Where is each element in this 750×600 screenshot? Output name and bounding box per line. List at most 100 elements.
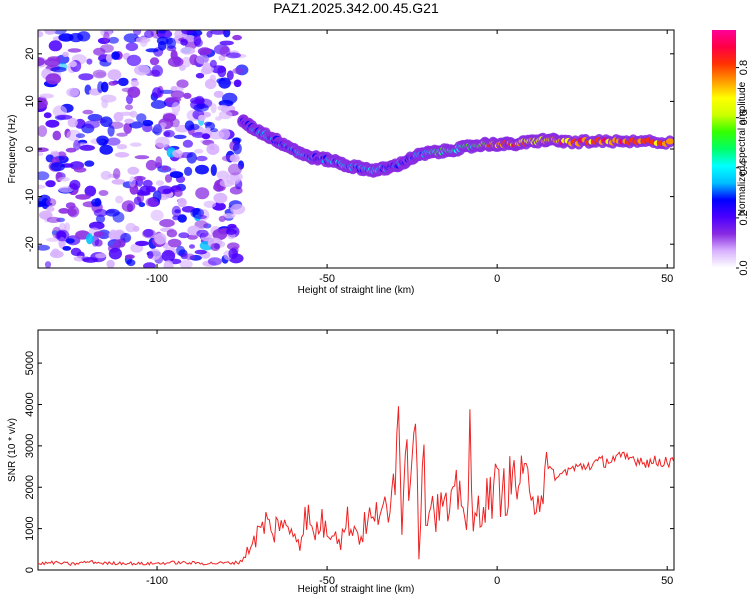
noise-blob xyxy=(233,79,242,88)
snr-content xyxy=(38,406,674,566)
noise-blob xyxy=(170,85,178,92)
noise-blob xyxy=(145,159,157,171)
noise-blob xyxy=(114,152,130,158)
noise-blob xyxy=(46,198,57,207)
noise-blob xyxy=(62,246,72,251)
noise-blob xyxy=(194,249,207,255)
noise-blob xyxy=(124,118,134,124)
noise-blob xyxy=(189,244,195,249)
noise-blob xyxy=(73,167,87,173)
noise-blob xyxy=(219,40,234,46)
noise-blob xyxy=(179,259,193,268)
colorbar-tick-label: 0.6 xyxy=(738,110,750,125)
x-tick-label: 0 xyxy=(494,575,500,587)
noise-blob xyxy=(164,174,173,183)
noise-blob xyxy=(218,215,226,222)
noise-blob xyxy=(155,180,164,186)
noise-blob xyxy=(156,36,169,45)
noise-blob xyxy=(189,54,199,66)
noise-blob xyxy=(46,206,55,212)
noise-blob xyxy=(86,58,93,65)
noise-blob xyxy=(207,257,222,266)
noise-blob xyxy=(38,30,44,38)
noise-blob xyxy=(112,188,123,196)
noise-blob xyxy=(213,90,224,98)
noise-blob xyxy=(39,93,54,99)
noise-blob xyxy=(56,114,73,120)
noise-blob xyxy=(78,73,94,81)
noise-blob xyxy=(227,242,240,250)
noise-blob xyxy=(159,219,175,228)
noise-blob xyxy=(210,30,226,35)
noise-blob xyxy=(100,116,113,127)
y-tick-label: 0 xyxy=(24,146,36,152)
noise-blob xyxy=(193,103,209,112)
noise-blob xyxy=(82,109,94,115)
noise-blob xyxy=(112,211,125,223)
noise-blob xyxy=(187,234,198,240)
figure-title: PAZ1.2025.342.00.45.G21 xyxy=(273,0,439,16)
x-tick-label: -50 xyxy=(319,273,335,285)
noise-blob xyxy=(67,48,82,53)
noise-blob xyxy=(193,34,202,46)
y-tick-label: 2000 xyxy=(24,475,36,499)
noise-blob xyxy=(129,121,144,129)
noise-blob xyxy=(150,209,164,221)
noise-blob xyxy=(176,79,189,89)
noise-blob xyxy=(143,262,156,268)
noise-blob xyxy=(125,104,133,110)
noise-blob xyxy=(178,232,190,239)
noise-blob xyxy=(38,147,49,152)
noise-blob xyxy=(210,164,217,177)
noise-blob xyxy=(67,208,77,217)
noise-blob xyxy=(198,114,206,122)
noise-blob xyxy=(159,89,174,94)
noise-blob xyxy=(58,208,70,214)
noise-blob xyxy=(172,149,183,158)
snr-x-label: Height of straight line (km) xyxy=(298,584,415,595)
snr-line xyxy=(38,406,674,566)
noise-blob xyxy=(174,189,183,197)
noise-blob xyxy=(196,229,209,238)
noise-blob xyxy=(106,259,115,268)
noise-blob xyxy=(169,171,184,179)
y-tick-label: 0 xyxy=(24,567,36,573)
snr-frame xyxy=(37,329,675,571)
y-tick-label: 1000 xyxy=(24,516,36,540)
noise-blob xyxy=(206,143,220,155)
noise-blob xyxy=(137,191,151,196)
noise-blob xyxy=(69,61,77,68)
noise-blob xyxy=(204,121,212,127)
noise-blob xyxy=(144,30,154,38)
noise-blob xyxy=(125,42,139,52)
noise-blob xyxy=(116,144,128,150)
spectrogram-x-ticks: -100 -50 0 50 xyxy=(146,30,673,285)
noise-blob xyxy=(134,155,150,160)
noise-blob xyxy=(152,87,162,99)
noise-blob xyxy=(217,104,229,111)
noise-blob xyxy=(154,233,167,245)
noise-blob xyxy=(91,234,100,247)
noise-blob xyxy=(179,64,186,71)
noise-blob xyxy=(171,102,181,114)
noise-blob xyxy=(45,73,62,85)
noise-blob xyxy=(134,64,150,76)
noise-blob xyxy=(143,228,154,238)
noise-blob xyxy=(93,208,108,217)
noise-blob xyxy=(195,72,205,79)
noise-blob xyxy=(130,79,140,87)
noise-blob xyxy=(181,56,192,68)
noise-blob xyxy=(67,117,78,128)
noise-blob xyxy=(163,129,175,138)
noise-blob xyxy=(45,119,60,128)
noise-blob xyxy=(197,47,212,56)
noise-blob xyxy=(155,136,170,148)
noise-blob xyxy=(82,257,99,263)
x-tick-label: 50 xyxy=(661,575,673,587)
noise-blob xyxy=(212,228,228,241)
noise-blob xyxy=(141,84,152,97)
y-tick-label: -20 xyxy=(24,236,36,252)
noise-blob xyxy=(127,86,141,98)
y-tick-label: 3000 xyxy=(24,434,36,458)
